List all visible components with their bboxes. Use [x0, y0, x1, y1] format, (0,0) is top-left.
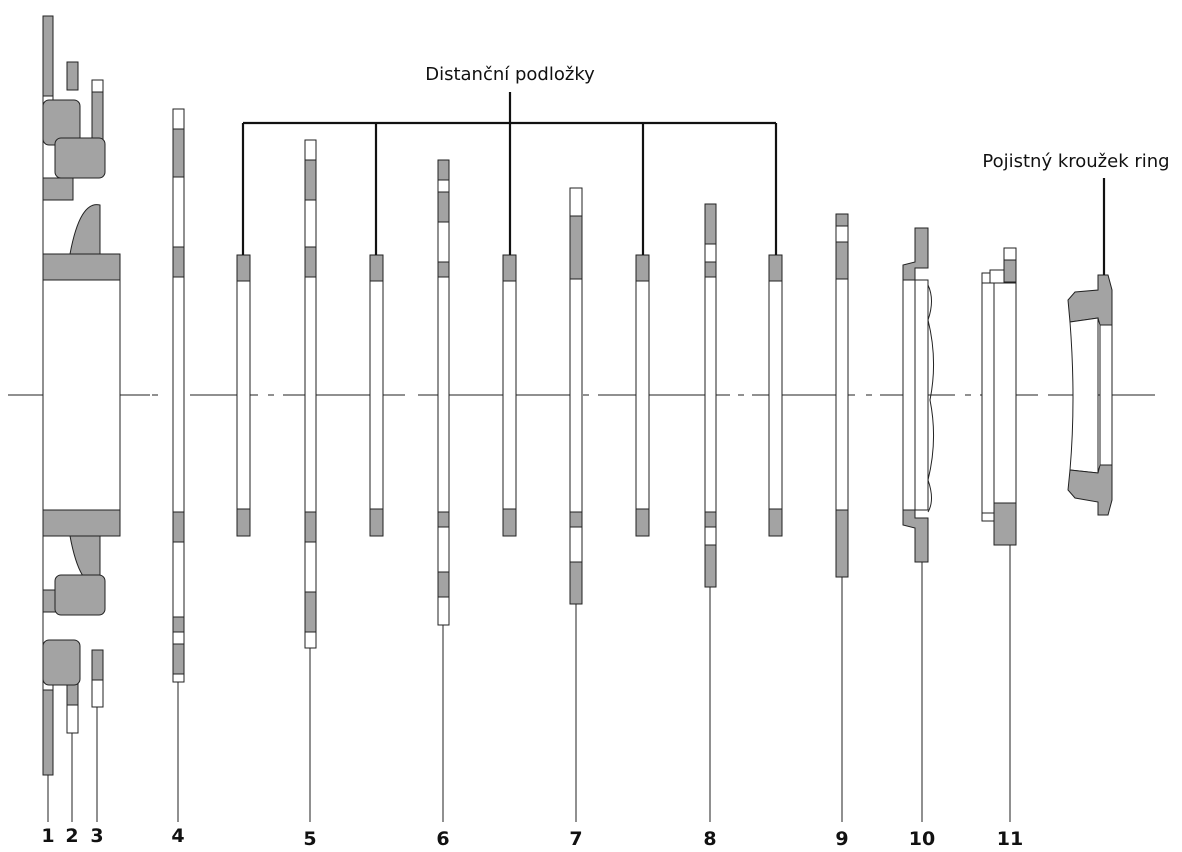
spacer-washers: [236, 254, 783, 537]
cog-10: [902, 227, 935, 822]
part-number-3: 3: [90, 825, 103, 847]
part-number-5: 5: [303, 828, 316, 850]
part-number-2: 2: [65, 825, 78, 847]
cog-11: [981, 247, 1017, 822]
part-number-1: 1: [41, 825, 54, 847]
cog-7: [569, 187, 583, 822]
cog-6: [437, 159, 450, 822]
lockring: [1067, 274, 1113, 516]
cog-8: [704, 203, 717, 822]
part-number-7: 7: [569, 828, 582, 850]
cog-4: [172, 108, 185, 822]
spacer-washer-5: [768, 254, 783, 537]
part-number-4: 4: [171, 825, 184, 847]
spacer-washer-3: [502, 254, 517, 537]
spacers-label: Distanční podložky: [425, 64, 595, 85]
cog-5: [304, 139, 317, 822]
part-number-11: 11: [997, 828, 1023, 850]
spacer-washer-4: [635, 254, 650, 537]
part-number-10: 10: [909, 828, 935, 850]
part-number-9: 9: [835, 828, 848, 850]
spacer-washer-1: [236, 254, 251, 537]
lockring-label: Pojistný kroužek ring: [982, 151, 1169, 172]
cog-9: [835, 213, 849, 822]
part-number-8: 8: [703, 828, 716, 850]
cog-1-2-3-assembly: [42, 15, 121, 822]
part-number-6: 6: [436, 828, 449, 850]
spacers-bracket: [241, 92, 778, 255]
spacer-washer-2: [369, 254, 384, 537]
